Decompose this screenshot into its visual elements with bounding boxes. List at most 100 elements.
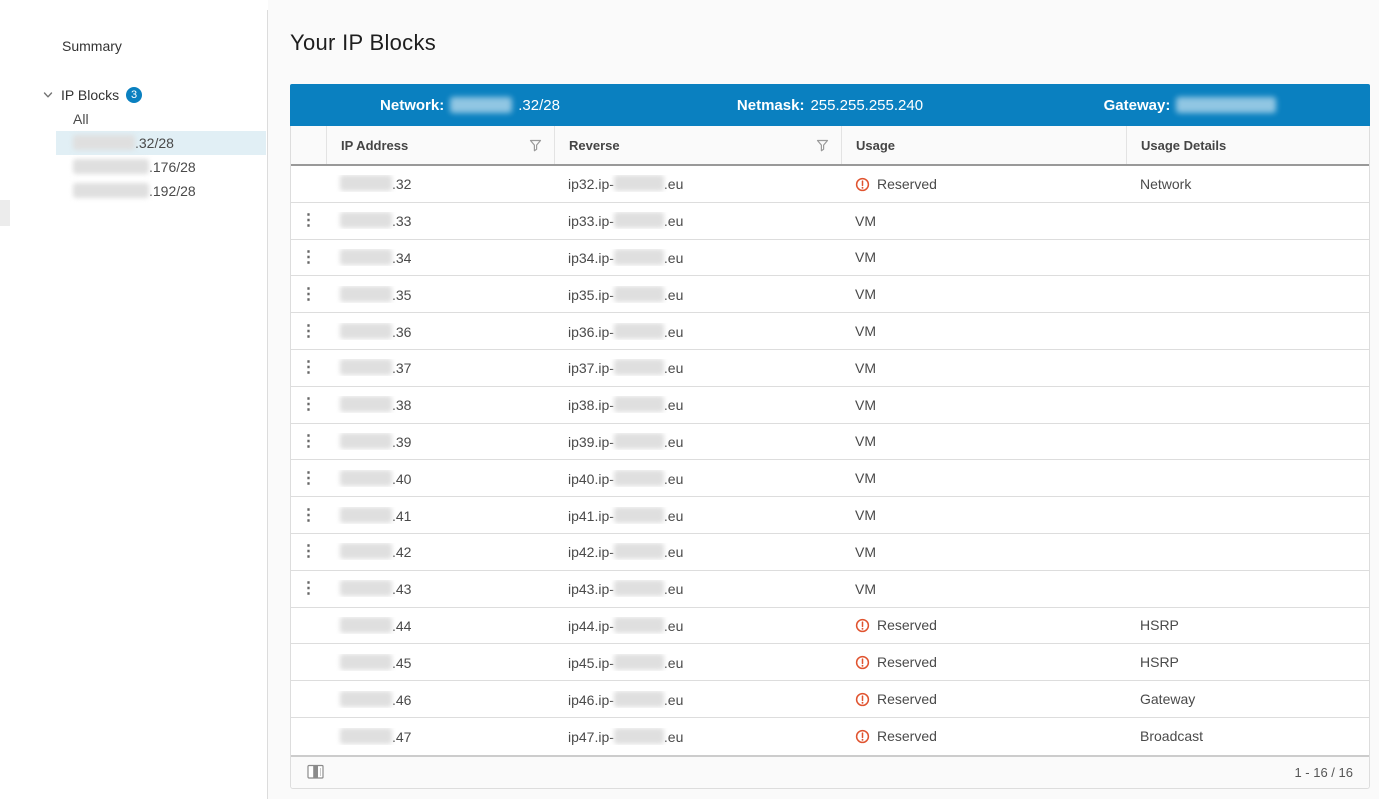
header-actions-column bbox=[291, 126, 326, 164]
redacted-reverse-middle bbox=[613, 212, 664, 229]
usage-details-cell: HSRP bbox=[1126, 617, 1369, 633]
reverse-cell: ip43.ip- .eu bbox=[554, 580, 841, 597]
row-menu-button[interactable]: ⋮ bbox=[300, 322, 317, 340]
page-title: Your IP Blocks bbox=[290, 30, 437, 55]
table-row: ⋮ .34 ip34.ip- .eu VM bbox=[291, 239, 1369, 277]
redacted-ip-prefix bbox=[340, 396, 392, 413]
reverse-prefix: ip40.ip- bbox=[568, 470, 614, 487]
panel-handle[interactable] bbox=[0, 200, 10, 226]
usage-details-text: Network bbox=[1140, 175, 1192, 192]
sidebar-item-ip-block[interactable]: .32/28 bbox=[56, 131, 266, 155]
reverse-suffix: .eu bbox=[663, 176, 684, 193]
header-ip-address[interactable]: IP Address bbox=[326, 126, 554, 164]
reverse-cell: ip46.ip- .eu bbox=[554, 690, 841, 708]
count-badge: 3 bbox=[126, 87, 143, 103]
sidebar-group-ip-blocks[interactable]: IP Blocks 3 bbox=[42, 87, 143, 103]
row-actions-cell: ⋮ bbox=[291, 433, 326, 450]
reverse-cell: ip39.ip- .eu bbox=[554, 432, 841, 450]
chevron-down-icon[interactable] bbox=[42, 89, 54, 101]
header-usage[interactable]: Usage bbox=[841, 126, 1126, 164]
row-menu-button[interactable]: ⋮ bbox=[300, 469, 317, 487]
header-usage-details[interactable]: Usage Details bbox=[1126, 126, 1369, 164]
table-row: ⋮ .47 ip47.ip- .eu Reserved Broadcast bbox=[291, 717, 1369, 755]
usage-cell: VM bbox=[841, 213, 1126, 229]
banner-network: Network: .32/28 bbox=[290, 84, 650, 126]
ip-address-cell: .33 bbox=[326, 212, 554, 229]
table-row: ⋮ .39 ip39.ip- .eu VM bbox=[291, 423, 1369, 461]
network-value-suffix: .32/28 bbox=[518, 96, 560, 114]
row-menu-button[interactable]: ⋮ bbox=[300, 248, 317, 266]
redacted-reverse-middle bbox=[613, 359, 664, 376]
ip-address-cell: .45 bbox=[326, 653, 554, 671]
pagination-label: 1 - 16 / 16 bbox=[1294, 764, 1353, 780]
usage-text: VM bbox=[855, 433, 876, 450]
reverse-prefix: ip34.ip- bbox=[568, 249, 614, 266]
row-actions-cell: ⋮ bbox=[291, 691, 326, 708]
sidebar-item-summary[interactable]: Summary bbox=[62, 38, 122, 54]
row-menu-button[interactable]: ⋮ bbox=[300, 285, 317, 303]
reverse-suffix: .eu bbox=[663, 691, 684, 708]
reverse-cell: ip42.ip- .eu bbox=[554, 543, 841, 560]
ip-suffix: .32 bbox=[392, 176, 412, 193]
table-row: ⋮ .40 ip40.ip- .eu VM bbox=[291, 460, 1369, 498]
table-row: ⋮ .35 ip35.ip- .eu VM bbox=[291, 276, 1369, 314]
ip-suffix: .39 bbox=[392, 433, 412, 450]
reverse-cell: ip40.ip- .eu bbox=[554, 469, 841, 487]
usage-details-text: Gateway bbox=[1140, 691, 1196, 708]
sidebar-item-ip-block[interactable]: .176/28 bbox=[56, 155, 266, 179]
usage-text: VM bbox=[855, 323, 876, 340]
row-actions-cell: ⋮ bbox=[291, 580, 326, 597]
ip-suffix: .36 bbox=[392, 323, 412, 340]
reserved-icon bbox=[855, 692, 870, 707]
reverse-suffix: .eu bbox=[663, 728, 684, 745]
ip-suffix: .47 bbox=[392, 728, 412, 745]
sidebar-item-ip-block[interactable]: All bbox=[56, 107, 266, 131]
ip-address-cell: .35 bbox=[326, 285, 554, 303]
usage-details-text: HSRP bbox=[1140, 654, 1179, 671]
reverse-prefix: ip47.ip- bbox=[568, 728, 614, 745]
filter-icon[interactable] bbox=[529, 139, 542, 152]
reverse-suffix: .eu bbox=[663, 654, 684, 671]
redacted-reverse-middle bbox=[613, 616, 664, 633]
row-menu-button[interactable]: ⋮ bbox=[300, 432, 317, 450]
column-toggle-icon[interactable] bbox=[307, 764, 324, 780]
row-menu-button[interactable]: ⋮ bbox=[300, 396, 317, 414]
usage-cell: VM bbox=[841, 249, 1126, 265]
usage-cell: VM bbox=[841, 360, 1126, 376]
reverse-suffix: .eu bbox=[663, 544, 684, 561]
reverse-suffix: .eu bbox=[663, 507, 684, 524]
netmask-label: Netmask: bbox=[736, 96, 805, 114]
row-actions-cell: ⋮ bbox=[291, 212, 326, 229]
usage-details-text: Broadcast bbox=[1140, 728, 1204, 745]
ip-suffix: .42 bbox=[392, 544, 412, 561]
row-menu-button[interactable]: ⋮ bbox=[300, 543, 317, 561]
usage-cell: VM bbox=[841, 470, 1126, 486]
row-menu-button[interactable]: ⋮ bbox=[300, 212, 317, 230]
row-menu-button[interactable]: ⋮ bbox=[300, 359, 317, 377]
redacted-ip-prefix bbox=[340, 248, 392, 265]
table-row: ⋮ .33 ip33.ip- .eu VM bbox=[291, 202, 1369, 240]
table-row: ⋮ .46 ip46.ip- .eu Reserved Gateway bbox=[291, 681, 1369, 718]
row-actions-cell: ⋮ bbox=[291, 359, 326, 376]
reverse-prefix: ip38.ip- bbox=[568, 397, 614, 414]
usage-cell: VM bbox=[841, 397, 1126, 413]
header-reverse[interactable]: Reverse bbox=[554, 126, 841, 164]
redacted-ip-prefix bbox=[340, 469, 392, 486]
ip-address-cell: .44 bbox=[326, 616, 554, 634]
usage-text: VM bbox=[855, 359, 876, 376]
sidebar-item-ip-block[interactable]: .192/28 bbox=[56, 179, 266, 203]
ip-address-cell: .46 bbox=[326, 690, 554, 708]
redacted-reverse-middle bbox=[613, 690, 664, 707]
usage-text: VM bbox=[855, 507, 876, 524]
usage-cell: VM bbox=[841, 323, 1126, 339]
row-actions-cell: ⋮ bbox=[291, 654, 326, 671]
row-actions-cell: ⋮ bbox=[291, 543, 326, 560]
ip-suffix: .35 bbox=[392, 286, 412, 303]
sidebar: Summary IP Blocks 3 All .32/28 .176/28 .… bbox=[0, 0, 267, 799]
row-menu-button[interactable]: ⋮ bbox=[300, 580, 317, 598]
row-menu-button[interactable]: ⋮ bbox=[300, 506, 317, 524]
redacted-network-value bbox=[450, 97, 513, 113]
filter-icon[interactable] bbox=[816, 139, 829, 152]
row-actions-cell: ⋮ bbox=[291, 249, 326, 266]
usage-text: VM bbox=[855, 580, 876, 597]
